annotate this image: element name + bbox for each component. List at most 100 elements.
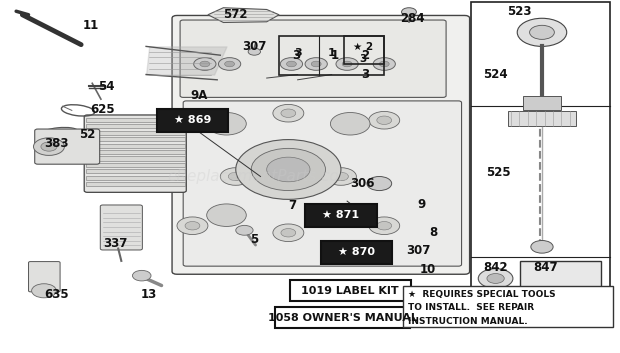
Circle shape [177,217,208,234]
Text: 1: 1 [328,48,335,59]
Circle shape [402,8,417,16]
Text: 572: 572 [224,8,248,21]
FancyBboxPatch shape [172,16,469,274]
FancyBboxPatch shape [84,115,186,192]
Circle shape [273,224,304,241]
Text: ★ 2: ★ 2 [353,42,373,52]
Text: 383: 383 [44,137,69,150]
Text: 3: 3 [294,48,301,59]
Bar [523,96,560,110]
Circle shape [342,61,352,67]
Text: 11: 11 [82,19,99,32]
Text: 9A: 9A [190,89,207,102]
Bar [306,204,376,227]
Circle shape [379,61,389,67]
Text: 523: 523 [507,5,531,18]
Text: TO INSTALL.  SEE REPAIR: TO INSTALL. SEE REPAIR [408,303,534,312]
Circle shape [251,148,326,191]
Text: 9: 9 [417,198,425,211]
Circle shape [32,284,56,298]
Circle shape [517,18,567,46]
Text: 54: 54 [97,80,114,93]
Bar [279,36,384,74]
Circle shape [330,204,370,226]
FancyBboxPatch shape [183,101,461,266]
Bar [508,112,576,126]
Text: 1019 LABEL KIT: 1019 LABEL KIT [301,286,399,296]
Text: 3: 3 [360,54,367,64]
Text: ★ 870: ★ 870 [338,247,375,257]
Circle shape [177,112,208,129]
Circle shape [33,138,64,155]
Circle shape [377,116,392,125]
Bar [290,280,410,301]
Bar [344,36,384,64]
Ellipse shape [41,127,78,138]
Bar [86,150,185,154]
Text: ★  REQUIRES SPECIAL TOOLS: ★ REQUIRES SPECIAL TOOLS [408,290,556,299]
Circle shape [326,168,356,185]
Text: 524: 524 [483,68,508,81]
FancyBboxPatch shape [29,262,60,292]
Circle shape [193,58,216,70]
Text: 3: 3 [361,68,370,81]
Bar [86,137,185,141]
Circle shape [133,270,151,281]
Circle shape [529,25,554,40]
Circle shape [367,176,392,191]
Text: ★ 869: ★ 869 [174,115,211,125]
Circle shape [206,113,246,135]
Bar [321,241,392,264]
Text: 1058 OWNER'S MANUAL: 1058 OWNER'S MANUAL [268,313,418,323]
Circle shape [478,269,513,288]
FancyBboxPatch shape [100,205,143,250]
Circle shape [206,204,246,226]
Circle shape [305,58,327,70]
Circle shape [336,58,358,70]
Circle shape [531,240,553,253]
Circle shape [311,61,321,67]
FancyBboxPatch shape [35,129,100,164]
Bar [471,2,610,315]
Text: INSTRUCTION MANUAL.: INSTRUCTION MANUAL. [408,317,528,326]
Bar [86,131,185,135]
Circle shape [334,172,348,181]
Text: 337: 337 [103,237,127,250]
Bar [275,307,410,328]
Text: 284: 284 [400,12,424,25]
Circle shape [487,274,504,283]
Circle shape [185,221,200,230]
Circle shape [280,58,303,70]
Text: 635: 635 [44,288,69,301]
FancyBboxPatch shape [180,20,446,97]
Text: 5: 5 [250,233,259,246]
Text: 3: 3 [292,49,301,62]
Circle shape [273,104,304,122]
Bar [86,156,185,161]
Circle shape [267,157,310,182]
Text: 7: 7 [289,199,297,212]
Circle shape [286,61,296,67]
Bar [86,182,185,186]
Text: 625: 625 [91,103,115,116]
Bar [86,144,185,148]
Bar [86,163,185,167]
Bar [86,118,185,122]
Text: ★ 871: ★ 871 [322,210,360,220]
Circle shape [377,221,392,230]
Text: 307: 307 [406,244,430,257]
Circle shape [41,142,57,151]
Bar [86,169,185,173]
Text: 842: 842 [483,262,508,274]
Text: 13: 13 [141,288,157,301]
Circle shape [330,113,370,135]
Bar [403,286,613,327]
Circle shape [236,139,341,199]
Text: 1: 1 [330,49,339,62]
Circle shape [185,116,200,125]
Circle shape [218,58,241,70]
Text: 525: 525 [486,167,511,179]
Circle shape [369,112,400,129]
Text: eReplacementParts.com: eReplacementParts.com [167,169,354,184]
Circle shape [200,61,210,67]
